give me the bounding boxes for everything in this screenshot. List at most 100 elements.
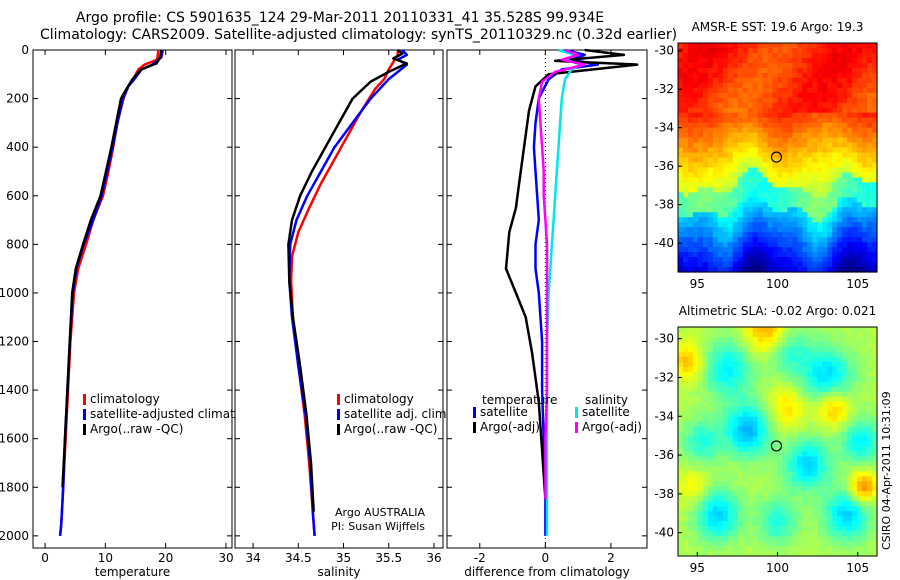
sst-heatmap-cell (702, 72, 709, 79)
sla-heatmap-cell (742, 441, 749, 448)
sst-heatmap-cell (767, 157, 774, 164)
sst-heatmap-cell (842, 102, 848, 109)
sst-heatmap-cell (822, 92, 828, 99)
sla-heatmap-cell (827, 546, 833, 552)
sla-heatmap-cell (787, 381, 794, 388)
sla-heatmap-cell (732, 406, 739, 413)
sst-heatmap-cell (792, 247, 798, 253)
sla-heatmap-cell (692, 471, 699, 477)
sst-heatmap-cell (812, 202, 818, 208)
sla-heatmap-cell (782, 391, 789, 398)
sst-heatmap-cell (742, 87, 749, 94)
sla-heatmap-cell (777, 431, 784, 438)
sst-heatmap-cell (717, 212, 724, 218)
sst-heatmap-cell (817, 267, 823, 273)
sla-heatmap-cell (682, 551, 689, 557)
sst-heatmap-cell (712, 117, 719, 124)
sla-heatmap-cell (792, 481, 798, 487)
sla-heatmap-cell (777, 451, 784, 458)
sst-heatmap-cell (772, 257, 779, 263)
sst-heatmap-cell (747, 47, 754, 54)
sla-heatmap-cell (822, 331, 828, 338)
sla-heatmap-cell (812, 406, 818, 413)
sst-heatmap-cell (802, 43, 808, 49)
sla-heatmap-cell (697, 356, 704, 363)
sst-heatmap-cell (712, 267, 719, 273)
sst-heatmap-cell (787, 57, 794, 64)
sla-heatmap-cell (682, 526, 689, 532)
sst-heatmap-cell (792, 237, 798, 243)
sst-heatmap-cell (812, 127, 818, 134)
sla-heatmap-cell (712, 346, 719, 353)
sst-heatmap-cell (862, 47, 868, 54)
sla-heatmap-cell (852, 421, 858, 428)
sla-heatmap-cell (787, 476, 794, 482)
sla-heatmap-cell (872, 351, 878, 358)
sla-heatmap-cell (832, 511, 838, 517)
sla-heatmap-cell (822, 496, 828, 502)
sla-heatmap-cell (772, 521, 779, 527)
sla-heatmap-cell (777, 416, 784, 423)
sla-heatmap-cell (797, 546, 803, 552)
sla-heatmap-cell (712, 431, 719, 438)
sst-heatmap-cell (862, 87, 868, 94)
sla-heatmap-cell (837, 327, 843, 333)
sla-heatmap-cell (842, 356, 848, 363)
sla-heatmap-cell (732, 541, 739, 547)
sla-heatmap-cell (787, 531, 794, 537)
sst-heatmap-cell (737, 207, 744, 213)
sla-heatmap-cell (792, 551, 798, 557)
sst-heatmap-cell (757, 67, 764, 74)
sst-heatmap-cell (762, 162, 769, 169)
sst-heatmap-cell (762, 92, 769, 99)
sla-heatmap-cell (772, 516, 779, 522)
sla-heatmap-cell (777, 456, 784, 463)
temp-legend-item-1-label: satellite-adjusted climatology (90, 407, 268, 421)
sst-heatmap-cell (787, 227, 794, 233)
sst-heatmap-cell (867, 177, 873, 183)
sst-heatmap-cell (737, 147, 744, 154)
sst-heatmap-cell (807, 167, 813, 174)
sst-heatmap-cell (852, 162, 858, 169)
sla-heatmap-cell (707, 501, 714, 507)
sst-heatmap-cell (687, 77, 694, 84)
sst-heatmap-cell (857, 202, 863, 208)
sla-heatmap-cell (712, 356, 719, 363)
sla-heatmap-cell (702, 461, 709, 467)
sla-heatmap-cell (807, 361, 813, 368)
sla-heatmap-cell (812, 461, 818, 467)
sla-heatmap-cell (687, 451, 694, 458)
sla-heatmap-cell (852, 401, 858, 408)
sst-heatmap-cell (837, 52, 843, 59)
sla-heatmap-cell (857, 476, 863, 482)
sla-heatmap-cell (792, 466, 798, 472)
sst-heatmap-cell (737, 177, 744, 183)
sla-heatmap-cell (857, 531, 863, 537)
sst-heatmap-cell (732, 237, 739, 243)
sst-heatmap-cell (857, 192, 863, 198)
sst-heatmap-cell (757, 77, 764, 84)
sst-heatmap-cell (678, 192, 684, 198)
sst-heatmap-cell (752, 82, 759, 89)
sst-heatmap-cell (842, 57, 848, 64)
sst-heatmap-cell (867, 172, 873, 179)
sst-heatmap-cell (762, 47, 769, 54)
sst-heatmap-cell (817, 87, 823, 94)
sst-heatmap-cell (752, 117, 759, 124)
sla-heatmap-cell (817, 466, 823, 472)
sla-heatmap-cell (842, 327, 848, 333)
sst-heatmap-cell (697, 67, 704, 74)
sst-heatmap-cell (847, 262, 853, 268)
sst-heatmap-cell (857, 57, 863, 64)
sst-heatmap-cell (837, 212, 843, 218)
sst-heatmap-cell (792, 192, 798, 198)
sst-heatmap-cell (712, 127, 719, 134)
sla-heatmap-cell (687, 481, 694, 487)
sst-heatmap-cell (872, 182, 878, 188)
sla-heatmap-cell (792, 541, 798, 547)
sst-heatmap-cell (678, 127, 684, 134)
sla-heatmap-cell (782, 396, 789, 403)
sla-heatmap-cell (787, 391, 794, 398)
sla-heatmap-cell (737, 456, 744, 463)
sla-heatmap-cell (717, 396, 724, 403)
